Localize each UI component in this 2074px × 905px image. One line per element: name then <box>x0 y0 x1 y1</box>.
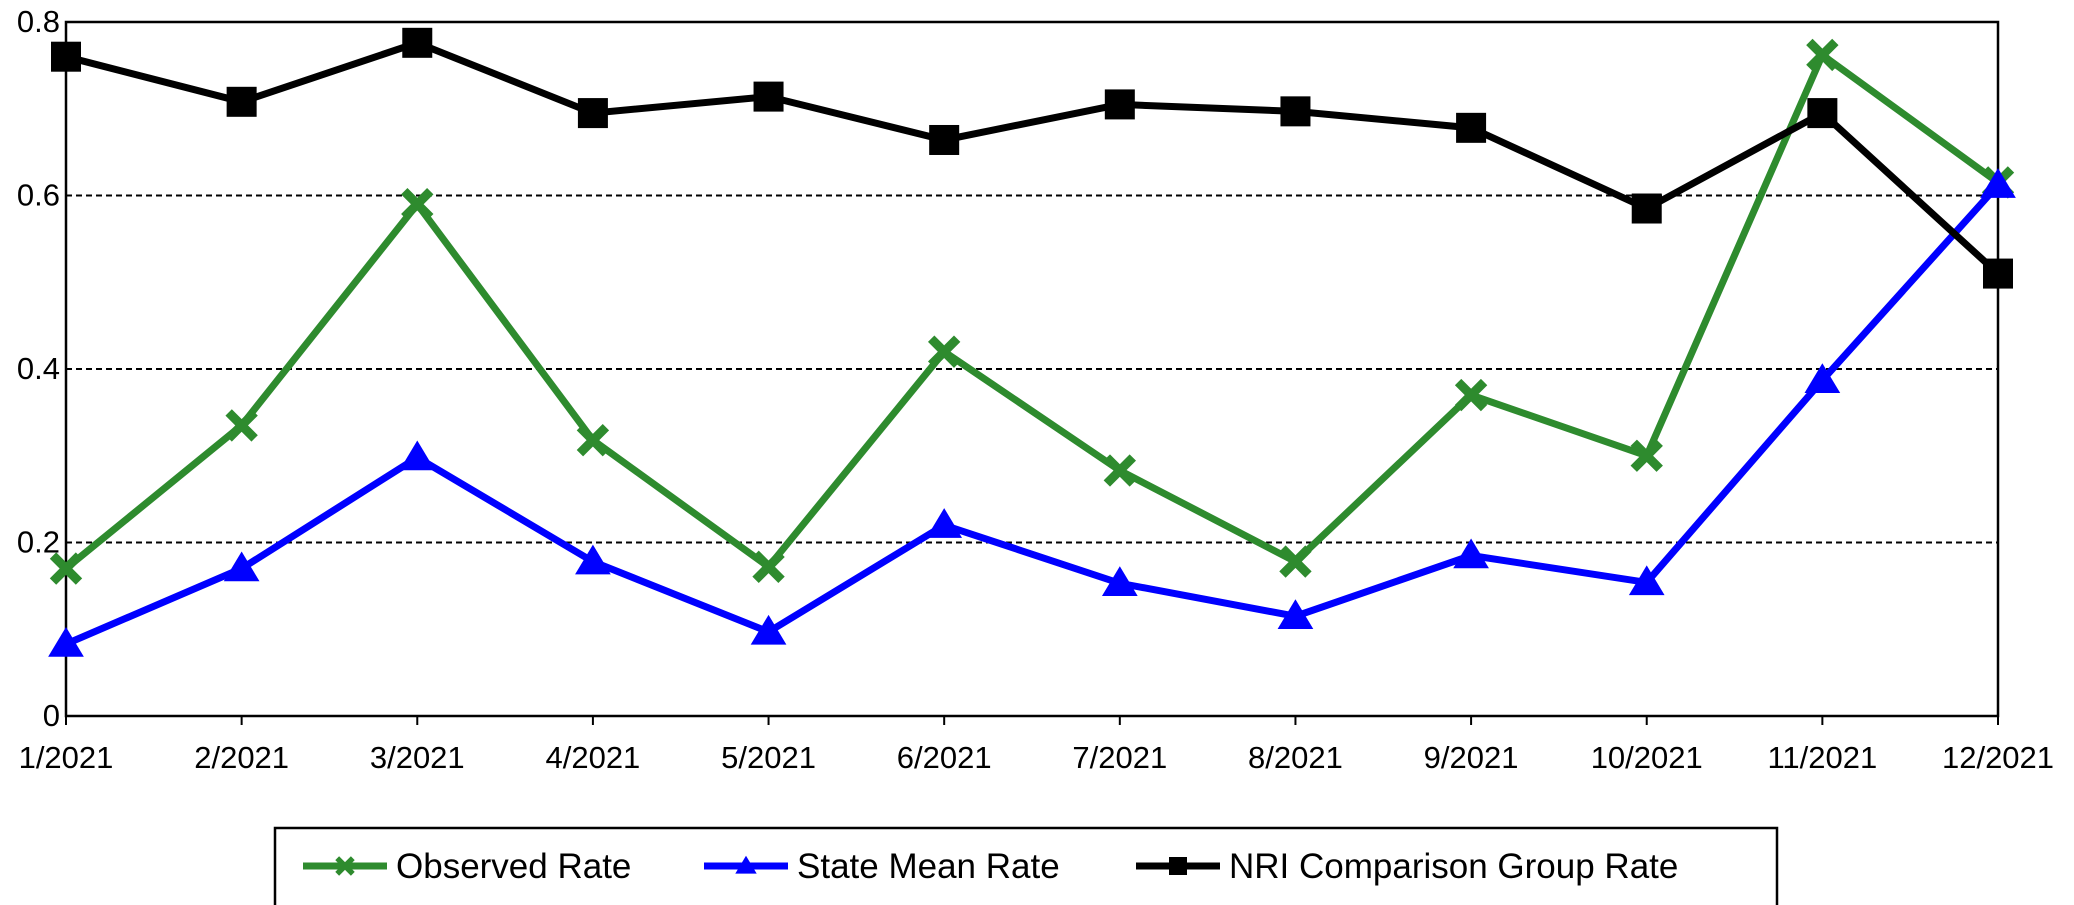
x-tick-label: 3/2021 <box>370 740 465 775</box>
data-point <box>225 409 258 442</box>
series-lines <box>48 27 2016 657</box>
legend-entry: State Mean Rate <box>704 847 1060 886</box>
x-tick-label: 10/2021 <box>1591 740 1703 775</box>
legend-swatch-marker <box>335 856 355 876</box>
data-point <box>401 187 434 221</box>
x-tick-label: 6/2021 <box>897 740 992 775</box>
x-tick-label: 12/2021 <box>1942 740 2054 775</box>
y-tick-label: 0 <box>43 698 60 733</box>
data-point <box>928 335 961 368</box>
data-point <box>1454 378 1488 412</box>
legend-entry: Observed Rate <box>303 847 631 886</box>
axes <box>64 20 2000 718</box>
data-point <box>753 81 784 112</box>
x-tick-label: 7/2021 <box>1072 740 1167 775</box>
legend-swatch-marker <box>1169 857 1187 875</box>
data-point <box>1456 112 1487 143</box>
data-point <box>1279 545 1312 578</box>
data-point <box>1101 566 1138 597</box>
data-point <box>399 440 436 471</box>
x-tick-label: 8/2021 <box>1248 740 1343 775</box>
data-point <box>51 41 81 72</box>
data-point <box>576 423 610 457</box>
x-tick-label: 1/2021 <box>19 740 114 775</box>
data-point <box>1983 258 2013 289</box>
x-tick-label: 11/2021 <box>1767 740 1877 775</box>
series-line <box>63 49 2001 572</box>
data-point <box>402 27 433 58</box>
data-point <box>929 124 960 155</box>
y-tick-label: 0.4 <box>17 351 60 386</box>
legend-box <box>273 826 1779 905</box>
data-point <box>1280 96 1311 127</box>
y-tick-label: 0.6 <box>17 178 60 213</box>
data-point <box>577 98 608 129</box>
data-point <box>1631 193 1662 224</box>
data-point <box>1453 538 1489 569</box>
plot-frame <box>64 20 2000 718</box>
x-tick-label: 4/2021 <box>545 740 640 775</box>
data-point <box>49 552 83 585</box>
x-axis-ticks: 1/2021 2/2021 3/2021 4/2021 5/2021 6/2021 7/20… <box>19 716 2054 775</box>
data-point <box>752 550 785 583</box>
legend-swatch-marker <box>735 855 757 874</box>
data-point <box>1980 168 2016 198</box>
data-point <box>1630 439 1663 472</box>
legend-label: NRI Comparison Group Rate <box>1229 847 1678 886</box>
data-point <box>1804 363 1841 394</box>
data-point <box>1807 98 1838 129</box>
data-point <box>750 614 787 645</box>
data-point <box>926 508 963 538</box>
series-nri-comparison-group-rate <box>51 27 2013 289</box>
data-point <box>1806 38 1839 72</box>
data-point <box>1104 89 1135 120</box>
x-tick-label: 2/2021 <box>194 740 289 775</box>
x-tick-label: 5/2021 <box>721 740 816 775</box>
x-tick-label: 9/2021 <box>1424 740 1519 775</box>
data-point <box>1628 565 1665 596</box>
series-line <box>65 39 2001 277</box>
data-point <box>223 551 260 582</box>
legend-entry: NRI Comparison Group Rate <box>1136 847 1678 886</box>
series-line <box>64 182 2001 648</box>
y-axis-ticks: 0 0.2 0.4 0.6 0.8 <box>17 4 60 733</box>
data-point <box>575 544 611 575</box>
legend-label: Observed Rate <box>396 847 631 886</box>
y-tick-label: 0.8 <box>17 4 60 39</box>
legend-label: State Mean Rate <box>797 847 1060 886</box>
grid-lines <box>66 194 1998 544</box>
y-tick-label: 0.2 <box>17 525 60 560</box>
data-point <box>226 86 257 117</box>
legend: Observed Rate State Mean Rate NRI Comparis… <box>273 826 1779 905</box>
data-point <box>48 626 84 657</box>
series-observed-rate <box>49 38 2015 585</box>
data-point <box>1103 454 1137 487</box>
series-state-mean-rate <box>48 168 2016 657</box>
data-point <box>1277 599 1314 629</box>
